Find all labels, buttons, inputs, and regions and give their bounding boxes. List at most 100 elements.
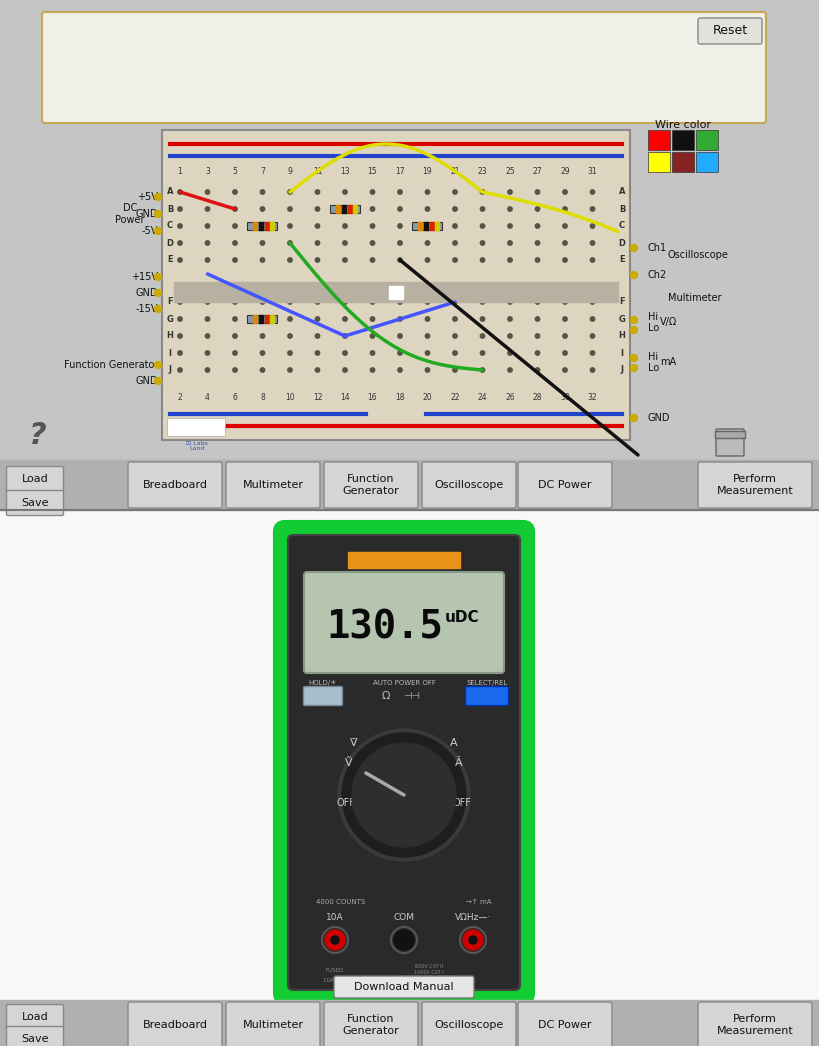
Circle shape [178,300,182,304]
Circle shape [562,207,567,211]
Bar [672,152,693,172]
FancyBboxPatch shape [422,462,515,508]
Bar [167,418,224,436]
Text: J: J [620,365,622,374]
Circle shape [233,207,237,211]
Circle shape [205,207,210,211]
Circle shape [331,936,338,943]
Circle shape [535,300,539,304]
Circle shape [233,241,237,245]
Circle shape [452,300,457,304]
Circle shape [233,368,237,372]
Circle shape [178,317,182,321]
Text: Save: Save [21,498,48,508]
Circle shape [233,189,237,195]
Text: ⊣⊣: ⊣⊣ [403,691,420,701]
Circle shape [535,350,539,356]
Circle shape [630,317,636,323]
Circle shape [178,189,182,195]
Circle shape [233,350,237,356]
Circle shape [260,224,265,228]
Circle shape [507,368,512,372]
Circle shape [315,207,319,211]
Text: Ω: Ω [382,691,390,701]
Bar [388,286,402,299]
Text: 32: 32 [587,393,596,403]
Circle shape [178,241,182,245]
Text: GND: GND [135,209,158,219]
Bar [695,152,717,172]
Circle shape [397,189,401,195]
Text: 6: 6 [233,393,238,403]
Text: E: E [167,255,173,265]
Text: 17: 17 [395,167,405,177]
Text: 23: 23 [477,167,486,177]
Text: 24: 24 [477,393,486,403]
Circle shape [315,241,319,245]
Circle shape [562,350,567,356]
Bar [412,222,442,230]
FancyBboxPatch shape [518,462,611,508]
Text: F: F [167,297,173,306]
Circle shape [154,378,161,385]
Circle shape [507,257,512,263]
Circle shape [590,350,594,356]
Circle shape [342,733,465,857]
Circle shape [590,317,594,321]
Circle shape [590,224,594,228]
Text: B: B [618,205,624,213]
Bar [0,0,819,510]
Text: Function
Generator: Function Generator [342,1015,399,1036]
Circle shape [370,350,374,356]
Circle shape [562,300,567,304]
Circle shape [315,224,319,228]
Bar [342,205,346,213]
Text: 31: 31 [587,167,596,177]
Circle shape [315,334,319,338]
Text: V̄: V̄ [350,738,357,748]
Circle shape [342,300,346,304]
Circle shape [507,207,512,211]
Circle shape [260,334,265,338]
Text: →↑ mA: →↑ mA [466,899,491,905]
Circle shape [590,189,594,195]
Circle shape [260,350,265,356]
Text: +15V: +15V [131,272,158,282]
Circle shape [630,414,636,422]
Text: Multimeter: Multimeter [242,480,303,490]
Circle shape [205,334,210,338]
Text: 29: 29 [559,167,569,177]
Circle shape [233,334,237,338]
Text: 11: 11 [312,167,322,177]
Bar [714,431,744,438]
Circle shape [400,936,408,943]
Text: D: D [618,238,625,248]
Circle shape [154,194,161,201]
Circle shape [562,189,567,195]
Text: 10A: 10A [326,913,343,923]
FancyBboxPatch shape [697,1002,811,1046]
Circle shape [630,272,636,278]
Circle shape [590,257,594,263]
Circle shape [425,334,429,338]
Circle shape [480,334,484,338]
FancyBboxPatch shape [7,1004,63,1029]
Bar [0,460,819,510]
Circle shape [315,189,319,195]
Circle shape [233,224,237,228]
Text: Multimeter: Multimeter [242,1020,303,1030]
FancyBboxPatch shape [465,686,508,705]
Bar [247,315,277,323]
Circle shape [590,368,594,372]
Text: uDC: uDC [445,610,479,626]
Circle shape [507,350,512,356]
Circle shape [425,368,429,372]
Circle shape [260,317,265,321]
Circle shape [178,224,182,228]
Text: GND: GND [135,376,158,386]
FancyBboxPatch shape [7,467,63,492]
Circle shape [452,224,457,228]
Bar [329,205,360,213]
Bar [270,315,274,323]
Text: 10: 10 [285,393,295,403]
